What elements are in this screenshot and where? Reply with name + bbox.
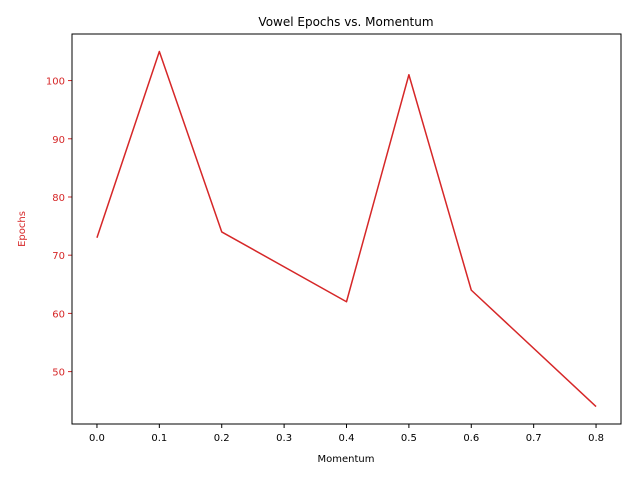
series-group: [96, 50, 597, 408]
x-tick-label: 0.3: [276, 433, 292, 444]
y-axis-ticks: 50 60 70 80 90 100: [46, 77, 72, 379]
y-tick-label: 80: [52, 193, 65, 204]
x-tick-label: 0.0: [89, 433, 105, 444]
y-tick-label: 70: [52, 251, 65, 262]
chart-title: Vowel Epochs vs. Momentum: [258, 15, 433, 29]
plot-frame: [71, 33, 622, 425]
x-tick-label: 0.2: [214, 433, 230, 444]
y-tick-label: 90: [52, 135, 65, 146]
y-axis-title: Epochs: [17, 211, 28, 247]
y-tick-label: 100: [46, 77, 65, 88]
x-axis-ticks: 0.0 0.1 0.2 0.3 0.4 0.5 0.6 0.7 0.8: [89, 424, 604, 444]
y-tick-label: 50: [52, 368, 65, 379]
x-tick-label: 0.7: [526, 433, 542, 444]
x-tick-label: 0.8: [588, 433, 604, 444]
x-tick-label: 0.5: [401, 433, 417, 444]
x-tick-label: 0.4: [339, 433, 355, 444]
x-tick-label: 0.1: [151, 433, 167, 444]
x-tick-label: 0.6: [463, 433, 479, 444]
series-line: [96, 50, 597, 408]
y-tick-label: 60: [52, 309, 65, 320]
x-axis-title: Momentum: [318, 454, 375, 465]
